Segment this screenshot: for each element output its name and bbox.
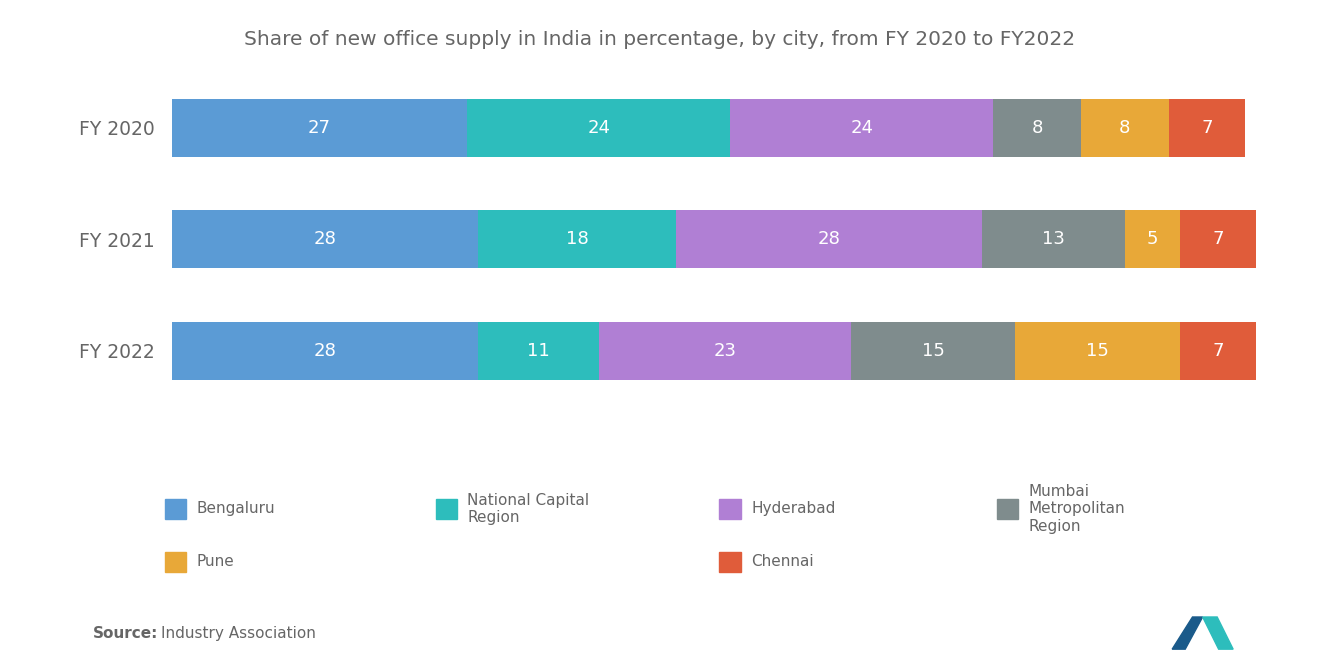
Text: Industry Association: Industry Association bbox=[161, 626, 315, 640]
Text: 28: 28 bbox=[314, 342, 337, 360]
Text: Hyderabad: Hyderabad bbox=[751, 501, 836, 516]
Bar bbox=[172, 210, 478, 269]
Text: Bengaluru: Bengaluru bbox=[197, 501, 276, 516]
Bar bbox=[478, 322, 599, 380]
Text: 28: 28 bbox=[817, 230, 841, 249]
Bar bbox=[1125, 210, 1180, 269]
Bar bbox=[172, 322, 478, 380]
Bar bbox=[1015, 322, 1180, 380]
Text: 13: 13 bbox=[1041, 230, 1065, 249]
Bar bbox=[467, 99, 730, 157]
Bar bbox=[172, 99, 467, 157]
Text: 8: 8 bbox=[1119, 119, 1130, 137]
Text: 24: 24 bbox=[587, 119, 610, 137]
Text: Mumbai
Metropolitan
Region: Mumbai Metropolitan Region bbox=[1028, 484, 1125, 533]
Text: 11: 11 bbox=[527, 342, 550, 360]
Text: National Capital
Region: National Capital Region bbox=[467, 493, 590, 525]
Text: 7: 7 bbox=[1212, 342, 1224, 360]
Bar bbox=[994, 99, 1081, 157]
Text: 7: 7 bbox=[1212, 230, 1224, 249]
Bar bbox=[1180, 322, 1257, 380]
Text: 15: 15 bbox=[921, 342, 945, 360]
Text: Source:: Source: bbox=[92, 626, 158, 640]
Text: 18: 18 bbox=[565, 230, 589, 249]
Text: Chennai: Chennai bbox=[751, 555, 813, 569]
Bar bbox=[1180, 210, 1257, 269]
Bar bbox=[478, 210, 676, 269]
Text: 23: 23 bbox=[713, 342, 737, 360]
Text: 24: 24 bbox=[850, 119, 874, 137]
Text: 28: 28 bbox=[314, 230, 337, 249]
Bar bbox=[982, 210, 1125, 269]
Bar bbox=[1081, 99, 1168, 157]
Text: Share of new office supply in India in percentage, by city, from FY 2020 to FY20: Share of new office supply in India in p… bbox=[244, 30, 1076, 49]
Text: 8: 8 bbox=[1031, 119, 1043, 137]
Text: 27: 27 bbox=[308, 119, 331, 137]
Text: 7: 7 bbox=[1201, 119, 1213, 137]
Bar bbox=[1168, 99, 1245, 157]
Text: Pune: Pune bbox=[197, 555, 235, 569]
Bar bbox=[851, 322, 1015, 380]
Text: 5: 5 bbox=[1146, 230, 1158, 249]
Bar bbox=[676, 210, 982, 269]
Bar bbox=[599, 322, 851, 380]
Bar bbox=[730, 99, 994, 157]
Text: 15: 15 bbox=[1086, 342, 1109, 360]
